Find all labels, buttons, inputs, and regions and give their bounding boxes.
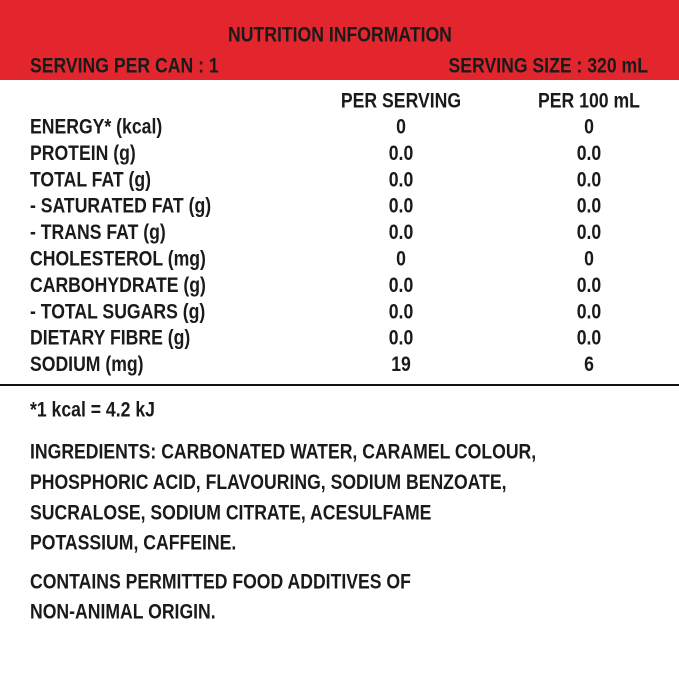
nutrient-name: ENERGY* (kcal) <box>30 115 162 139</box>
per-100ml: 0 <box>584 115 594 139</box>
nutrient-name: TOTAL FAT (g) <box>30 168 151 192</box>
nutrient-name: CHOLESTEROL (mg) <box>30 247 206 271</box>
ingredients-line: PHOSPHORIC ACID, FLAVOURING, SODIUM BENZ… <box>30 471 507 495</box>
per-serving: 0 <box>396 115 406 139</box>
nutrient-name: - TRANS FAT (g) <box>30 221 166 245</box>
nutrient-name: - SATURATED FAT (g) <box>30 194 211 218</box>
per-100ml: 0.0 <box>577 142 602 166</box>
ingredients-line: INGREDIENTS: CARBONATED WATER, CARAMEL C… <box>30 440 536 464</box>
per-100ml: 6 <box>584 353 594 377</box>
per-100ml: 0.0 <box>577 300 602 324</box>
header-band <box>0 0 679 80</box>
per-serving: 0.0 <box>389 274 414 298</box>
text-layer: NUTRITION INFORMATION SERVING PER CAN : 1… <box>30 23 648 624</box>
per-serving: 0.0 <box>389 194 414 218</box>
nutrient-name: - TOTAL SUGARS (g) <box>30 300 205 324</box>
nutrient-name: SODIUM (mg) <box>30 353 144 377</box>
per-100ml: 0.0 <box>577 221 602 245</box>
per-100ml: 0.0 <box>577 194 602 218</box>
ingredients-line: SUCRALOSE, SODIUM CITRATE, ACESULFAME <box>30 501 432 525</box>
per-serving: 0.0 <box>389 221 414 245</box>
per-100ml: 0.0 <box>577 168 602 192</box>
column-header: PER SERVING <box>341 89 461 113</box>
nutrient-name: CARBOHYDRATE (g) <box>30 274 206 298</box>
column-header: PER 100 mL <box>538 89 640 113</box>
title: NUTRITION INFORMATION <box>228 23 452 47</box>
per-serving: 0.0 <box>389 168 414 192</box>
serving-per-can: SERVING PER CAN : 1 <box>30 54 219 78</box>
per-serving: 19 <box>391 353 411 377</box>
per-serving: 0.0 <box>389 300 414 324</box>
footnote: *1 kcal = 4.2 kJ <box>30 398 155 422</box>
ingredients-line: POTASSIUM, CAFFEINE. <box>30 531 236 555</box>
per-serving: 0.0 <box>389 326 414 350</box>
per-100ml: 0.0 <box>577 274 602 298</box>
nutrient-name: DIETARY FIBRE (g) <box>30 326 190 350</box>
nutrient-name: PROTEIN (g) <box>30 142 136 166</box>
additives-line: CONTAINS PERMITTED FOOD ADDITIVES OF <box>30 570 411 594</box>
per-100ml: 0.0 <box>577 326 602 350</box>
per-serving: 0 <box>396 247 406 271</box>
per-100ml: 0 <box>584 247 594 271</box>
additives-line: NON-ANIMAL ORIGIN. <box>30 600 216 624</box>
per-serving: 0.0 <box>389 142 414 166</box>
serving-size: SERVING SIZE : 320 mL <box>449 54 649 78</box>
